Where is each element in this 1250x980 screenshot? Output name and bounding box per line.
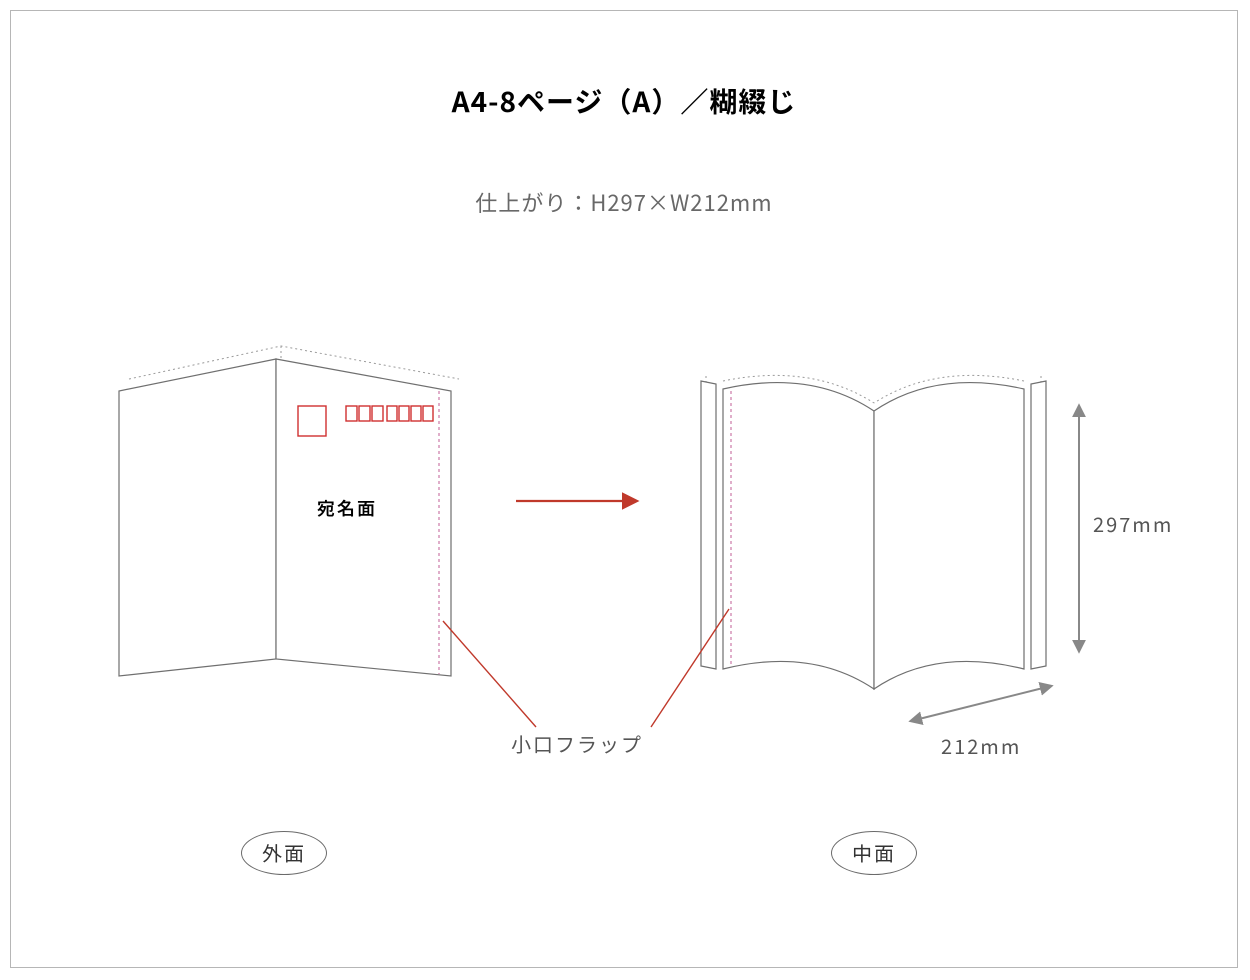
booklet-outside (119, 346, 459, 676)
flap-annotation-lines (443, 609, 729, 727)
outside-oval-label: 外面 (241, 831, 327, 875)
diagram-stage (11, 11, 1239, 969)
address-face-label: 宛名面 (317, 495, 377, 521)
inside-oval-label: 中面 (831, 831, 917, 875)
diagram-frame: A4-8ページ（A）／糊綴じ 仕上がり：H297×W212mm (10, 10, 1238, 968)
width-dimension-label: 212mm (941, 731, 1021, 760)
booklet-inside (701, 375, 1046, 689)
height-dimension-label: 297mm (1093, 509, 1173, 538)
flap-annotation-label: 小口フラップ (511, 729, 643, 758)
